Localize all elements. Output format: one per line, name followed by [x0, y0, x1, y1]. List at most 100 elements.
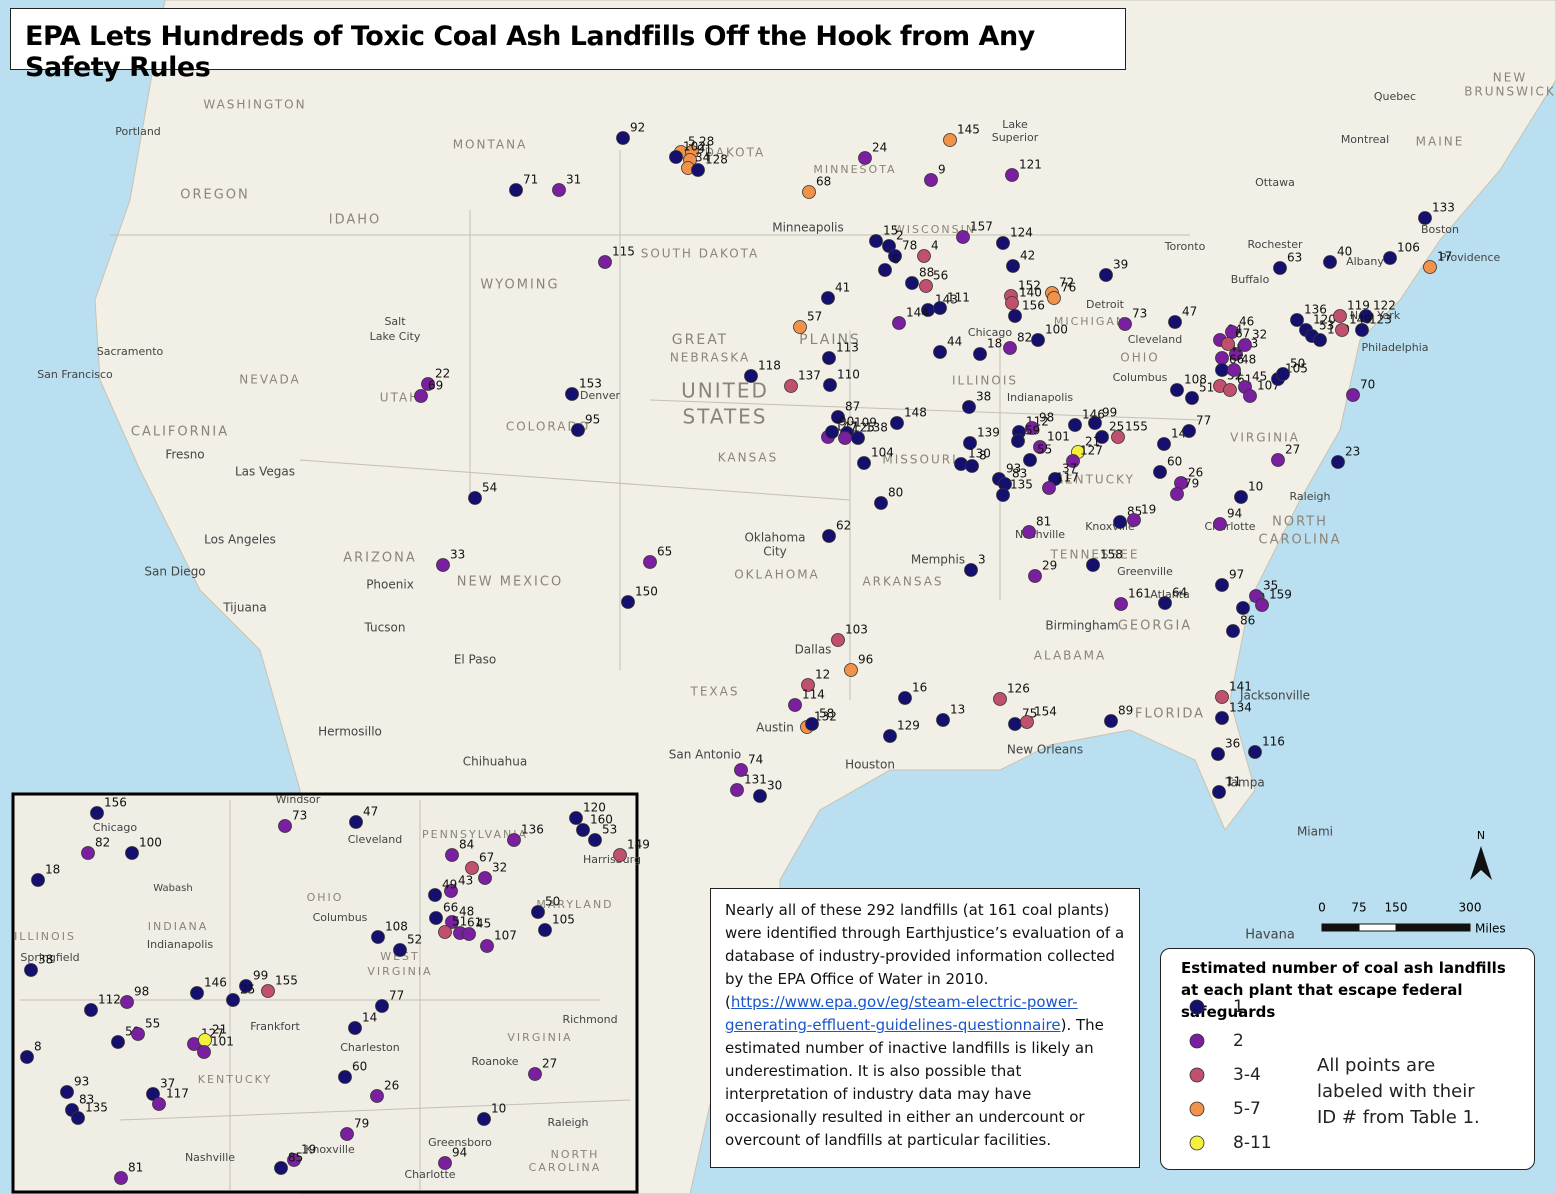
landfill-point — [905, 276, 919, 290]
point-label: 67 — [479, 851, 494, 865]
landfill-point — [1005, 168, 1019, 182]
scale-bar: 0 75 150 300 Miles — [1318, 901, 1505, 936]
landfill-point — [1215, 351, 1229, 365]
point-label: 84 — [459, 838, 474, 852]
point-label: 66 — [443, 901, 458, 915]
place-label: NEW MEXICO — [457, 575, 563, 590]
place-label: TEXAS — [690, 685, 740, 699]
place-label: Ottawa — [1255, 176, 1295, 189]
place-label: Albany — [1346, 255, 1384, 268]
landfill-point — [1182, 424, 1196, 438]
landfill-point — [734, 763, 748, 777]
point-label: 101 — [211, 1035, 234, 1049]
landfill-point — [1333, 309, 1347, 323]
landfill-point — [831, 410, 845, 424]
point-label: 113 — [836, 341, 859, 355]
place-label: Las Vegas — [235, 465, 295, 479]
landfill-point — [1168, 315, 1182, 329]
landfill-point — [261, 984, 275, 998]
landfill-point — [1273, 261, 1287, 275]
legend-swatch — [1189, 1101, 1205, 1117]
landfill-point — [956, 230, 970, 244]
borders — [110, 150, 1201, 700]
point-label: 50 — [1290, 357, 1305, 371]
point-label: 5 — [688, 135, 696, 149]
point-label: 108 — [1184, 373, 1207, 387]
place-label: Dallas — [795, 643, 832, 657]
point-label: 148 — [904, 406, 927, 420]
landfill-point — [1211, 747, 1225, 761]
point-label: 88 — [919, 266, 934, 280]
point-label: 45 — [476, 917, 491, 931]
point-label: 91 — [697, 143, 712, 157]
landfill-point — [801, 678, 815, 692]
legend-label: 1 — [1233, 997, 1244, 1017]
point-label: 133 — [1432, 201, 1455, 215]
point-label: 34 — [695, 151, 710, 165]
point-label: 66 — [1229, 353, 1244, 367]
landfill-point — [831, 633, 845, 647]
landfill-point — [445, 915, 459, 929]
landfill-point — [477, 1112, 491, 1126]
landfill-point — [190, 986, 204, 1000]
landfill-point — [973, 347, 987, 361]
landfill-point — [428, 888, 442, 902]
point-label: 119 — [1347, 299, 1370, 313]
landfill-point — [278, 819, 292, 833]
place-label: Chicago — [93, 821, 137, 834]
landfill-point — [962, 400, 976, 414]
point-label: 128 — [705, 153, 728, 167]
place-label: CAROLINA — [1259, 533, 1342, 548]
place-label: Toronto — [1164, 240, 1206, 253]
place-label: ALABAMA — [1034, 649, 1106, 663]
place-label: Superior — [992, 131, 1039, 144]
point-label: 62 — [836, 519, 851, 533]
place-label: OREGON — [180, 188, 250, 203]
landfill-point — [993, 692, 1007, 706]
point-label: 37 — [160, 1077, 175, 1091]
place-label: MARYLAND — [536, 898, 613, 911]
place-label: Providence — [1440, 251, 1501, 264]
point-label: 28 — [699, 135, 714, 149]
place-label: BRUNSWICK — [1464, 85, 1556, 99]
point-label: 23 — [1345, 445, 1360, 459]
point-label: 98 — [1039, 411, 1054, 425]
point-label: 82 — [95, 836, 110, 850]
point-label: 10 — [1248, 480, 1263, 494]
landfill-point — [24, 963, 38, 977]
point-label: 74 — [748, 753, 763, 767]
landfill-point — [924, 173, 938, 187]
place-label: MICHIGAN — [1054, 315, 1126, 328]
point-label: 111 — [947, 291, 970, 305]
place-label: Minneapolis — [772, 221, 844, 235]
landfill-point — [616, 131, 630, 145]
place-label: City — [763, 545, 787, 559]
landfill-point — [1068, 418, 1082, 432]
landfill-point — [462, 927, 476, 941]
point-label: 70 — [1360, 378, 1375, 392]
landfill-point — [480, 939, 494, 953]
landfill-point — [793, 320, 807, 334]
place-label: Havana — [1245, 928, 1295, 943]
landfill-point — [1042, 481, 1056, 495]
landfill-point — [963, 436, 977, 450]
landfill-point — [31, 873, 45, 887]
point-label: 141 — [1229, 680, 1252, 694]
point-label: 105 — [552, 913, 575, 927]
landfill-point — [152, 1097, 166, 1111]
point-label: 21 — [1085, 435, 1100, 449]
inset-map-layer: Windsor Chicago Cleveland OHIO Columbus INDIA… — [14, 793, 650, 1185]
point-label: 17 — [1437, 250, 1452, 264]
place-label: OKLAHOMA — [734, 568, 820, 582]
note-text: ). The estimated number of inactive land… — [725, 1016, 1104, 1149]
landfill-point — [20, 1050, 34, 1064]
place-label: UNITED — [681, 379, 769, 403]
inset-frame — [11, 792, 639, 1194]
point-label: 83 — [1012, 467, 1027, 481]
note-link[interactable]: https://www.epa.gov/eg/steam-electric-po… — [725, 993, 1078, 1034]
scale-unit: Miles — [1475, 922, 1506, 936]
point-label: 19 — [301, 1143, 316, 1157]
point-label: 25 — [240, 983, 255, 997]
point-label: 38 — [976, 390, 991, 404]
point-label: 37 — [1062, 462, 1077, 476]
